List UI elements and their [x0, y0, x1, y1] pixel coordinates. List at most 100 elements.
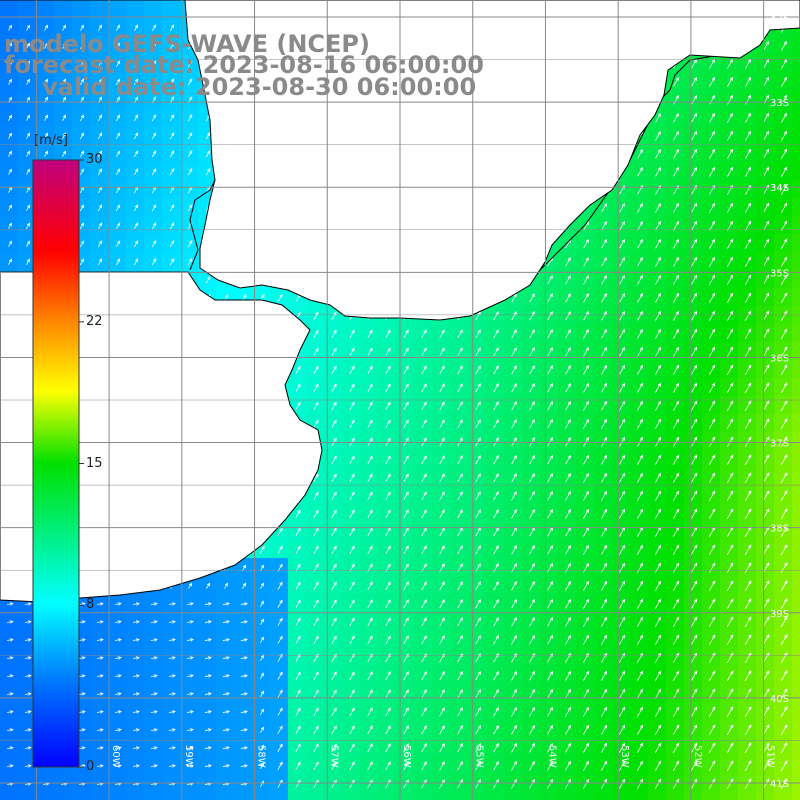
wind-arrow	[313, 707, 319, 717]
wind-arrow	[187, 132, 193, 140]
wind-arrow	[583, 760, 590, 771]
wind-arrow	[708, 634, 716, 645]
wind-arrow	[529, 293, 535, 303]
wind-arrow	[708, 598, 716, 609]
wind-arrow	[619, 670, 626, 681]
wind-arrow	[726, 364, 734, 375]
wind-arrow	[601, 257, 607, 267]
wind-arrow	[475, 365, 481, 375]
wind-arrow	[655, 238, 661, 249]
wind-arrow	[726, 778, 734, 790]
wind-arrow	[277, 671, 283, 680]
wind-arrow	[744, 616, 752, 628]
wind-arrow	[7, 692, 14, 696]
wind-arrow	[150, 764, 158, 768]
longitude-label: 58W	[256, 745, 267, 768]
wind-arrow	[618, 778, 626, 789]
wind-arrow	[457, 725, 463, 735]
wind-arrow	[583, 724, 590, 735]
wind-arrow	[708, 544, 716, 555]
wind-arrow	[744, 634, 752, 646]
wind-arrow	[205, 276, 211, 284]
wind-arrow	[295, 401, 301, 410]
wind-arrow	[349, 581, 355, 590]
wind-arrow	[240, 710, 248, 714]
wind-arrow	[7, 602, 14, 606]
wind-arrow	[295, 617, 301, 626]
wind-arrow	[26, 240, 31, 247]
wind-arrow	[780, 760, 788, 772]
wind-arrow	[349, 365, 355, 374]
wind-arrow	[349, 527, 355, 536]
wind-arrow	[744, 454, 752, 466]
wind-arrow	[25, 728, 32, 732]
wind-arrow	[583, 257, 589, 267]
wind-arrow	[349, 689, 355, 699]
wind-arrow	[79, 258, 85, 266]
wind-arrow	[780, 562, 788, 574]
wind-arrow	[780, 292, 788, 303]
wind-arrow	[637, 202, 643, 213]
wind-arrow	[260, 600, 265, 607]
wind-arrow	[367, 581, 373, 591]
wind-arrow	[62, 78, 67, 85]
wind-arrow	[150, 746, 158, 750]
wind-arrow	[637, 472, 644, 483]
wind-arrow	[7, 728, 14, 732]
wind-arrow	[240, 746, 248, 750]
wind-arrow	[204, 746, 212, 750]
wind-arrow	[367, 671, 373, 681]
wind-arrow	[457, 707, 463, 717]
wind-arrow	[439, 329, 445, 339]
wind-arrow	[690, 436, 698, 447]
wind-arrow	[115, 168, 121, 176]
wind-arrow	[601, 598, 608, 609]
wind-arrow	[565, 490, 571, 501]
wind-arrow	[780, 310, 788, 322]
wind-arrow	[744, 742, 752, 754]
wind-arrow	[529, 760, 535, 771]
wind-arrow	[547, 490, 553, 501]
wind-arrow	[367, 401, 373, 410]
wind-arrow	[619, 724, 626, 735]
wind-arrow	[115, 150, 121, 158]
wind-arrow	[295, 527, 301, 536]
wind-arrow	[331, 509, 337, 518]
wind-arrow	[349, 473, 355, 482]
wind-arrow	[457, 509, 463, 519]
wind-arrow	[709, 76, 715, 87]
wind-arrow	[726, 400, 734, 411]
wind-arrow	[529, 562, 535, 573]
wind-arrow	[654, 760, 662, 771]
wind-arrow	[709, 274, 716, 285]
wind-arrow	[493, 455, 499, 465]
wind-arrow	[565, 311, 571, 321]
wind-arrow	[186, 764, 194, 768]
wind-arrow	[780, 778, 788, 790]
wind-arrow	[637, 220, 643, 231]
wind-arrow	[708, 706, 716, 718]
wind-arrow	[295, 365, 301, 374]
wind-arrow	[204, 692, 212, 696]
wind-arrow	[313, 473, 319, 482]
wind-arrow	[25, 746, 32, 750]
wind-arrow	[637, 562, 644, 573]
wind-arrow	[565, 652, 571, 663]
wind-arrow	[439, 689, 445, 699]
wind-arrow	[601, 292, 607, 303]
wind-arrow	[654, 706, 662, 717]
wind-arrow	[655, 148, 661, 159]
wind-arrow	[565, 472, 571, 483]
wind-arrow	[421, 761, 427, 771]
wind-arrow	[98, 132, 103, 140]
wind-arrow	[529, 455, 535, 465]
latitude-labels: 32S 33S 34S 35S 36S 37S 38S 39S 40S 41S	[770, 13, 789, 790]
wind-arrow	[673, 292, 680, 303]
wind-arrow	[583, 742, 590, 753]
wind-arrow	[96, 674, 104, 678]
wind-arrow	[331, 689, 337, 699]
wind-arrow	[637, 580, 644, 591]
wind-arrow	[242, 564, 247, 571]
wind-arrow	[403, 563, 409, 573]
wind-arrow	[222, 674, 230, 678]
